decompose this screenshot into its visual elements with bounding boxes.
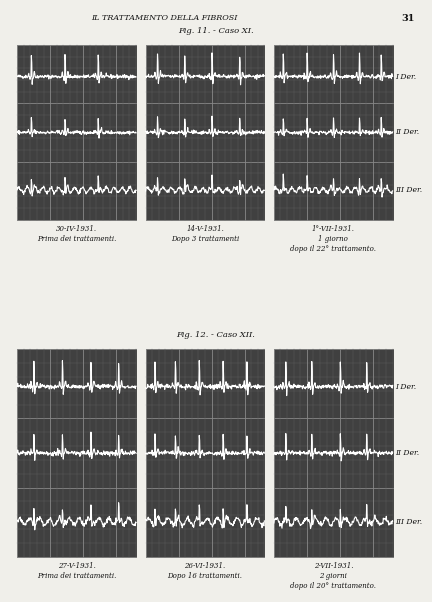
Text: IL TRATTAMENTO DELLA FIBROSI: IL TRATTAMENTO DELLA FIBROSI <box>91 14 237 22</box>
Text: II Der.: II Der. <box>395 449 419 457</box>
Text: 2-VII-1931.
2 giorni
dopo il 20° trattamento.: 2-VII-1931. 2 giorni dopo il 20° trattam… <box>290 562 376 591</box>
Bar <box>274 349 393 557</box>
Text: 26-VI-1931.
Dopo 16 trattamenti.: 26-VI-1931. Dopo 16 trattamenti. <box>168 562 242 580</box>
Text: I Der.: I Der. <box>395 382 416 391</box>
Text: 31: 31 <box>401 14 415 23</box>
Bar <box>274 45 393 220</box>
Bar <box>146 349 264 557</box>
Bar <box>17 349 136 557</box>
Text: Fig. 11. - Caso XI.: Fig. 11. - Caso XI. <box>178 27 254 35</box>
Text: III Der.: III Der. <box>395 518 422 526</box>
Bar <box>146 45 264 220</box>
Text: Fig. 12. - Caso XII.: Fig. 12. - Caso XII. <box>177 331 255 339</box>
Text: III Der.: III Der. <box>395 186 422 194</box>
Text: 14-V-1931.
Dopo 3 trattamenti: 14-V-1931. Dopo 3 trattamenti <box>171 225 239 243</box>
Text: I Der.: I Der. <box>395 73 416 81</box>
Text: 30-IV-1931.
Prima dei trattamenti.: 30-IV-1931. Prima dei trattamenti. <box>37 225 116 243</box>
Bar <box>17 45 136 220</box>
Text: 1°-VII-1931.
1 giorno
dopo il 22° trattamento.: 1°-VII-1931. 1 giorno dopo il 22° tratta… <box>290 225 376 253</box>
Text: II Der.: II Der. <box>395 128 419 137</box>
Text: 27-V-1931.
Prima dei trattamenti.: 27-V-1931. Prima dei trattamenti. <box>37 562 116 580</box>
